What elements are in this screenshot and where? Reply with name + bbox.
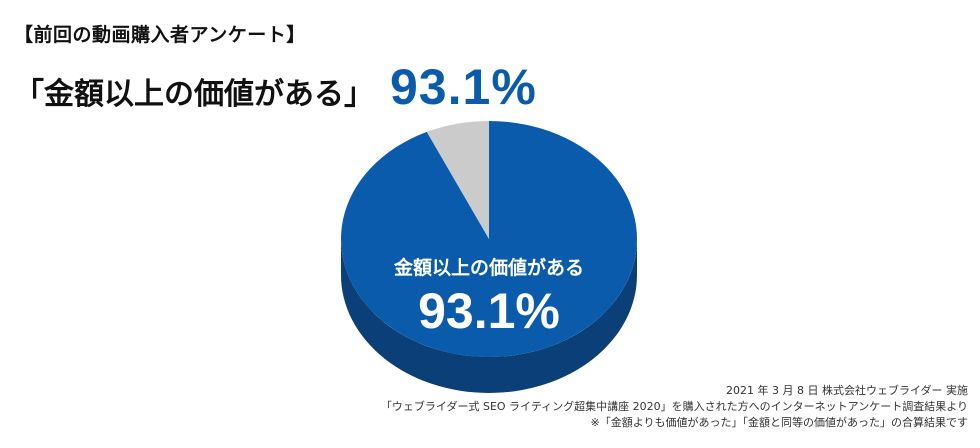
source-note: 2021 年 3 月 8 日 株式会社ウェブライダー 実施 「ウェブライダー式 … bbox=[381, 383, 968, 431]
headline-text: 「金額以上の価値がある」 bbox=[14, 77, 374, 112]
pie-side-0 bbox=[341, 239, 637, 393]
pie-sides bbox=[341, 239, 637, 393]
pie-slice-0 bbox=[341, 121, 638, 358]
headline: 「金額以上の価値がある」 93.1% bbox=[14, 58, 537, 115]
slice-label: 金額以上の価値がある bbox=[393, 256, 584, 279]
source-line-2: 「ウェブライダー式 SEO ライティング超集中講座 2020」を購入された方への… bbox=[380, 400, 968, 413]
survey-label: 【前回の動画購入者アンケート】 bbox=[14, 24, 306, 46]
source-line-3: ※「金額よりも価値があった」「金額と同等の価値があった」の合算結果です bbox=[590, 416, 969, 429]
slice-value: 93.1% bbox=[418, 283, 560, 339]
source-line-1: 2021 年 3 月 8 日 株式会社ウェブライダー 実施 bbox=[725, 384, 968, 397]
headline-percent: 93.1% bbox=[390, 59, 537, 115]
pie-top bbox=[341, 121, 638, 358]
pie-slice-1 bbox=[426, 121, 489, 239]
pie-labels: 金額以上の価値がある 93.1% bbox=[393, 256, 584, 339]
